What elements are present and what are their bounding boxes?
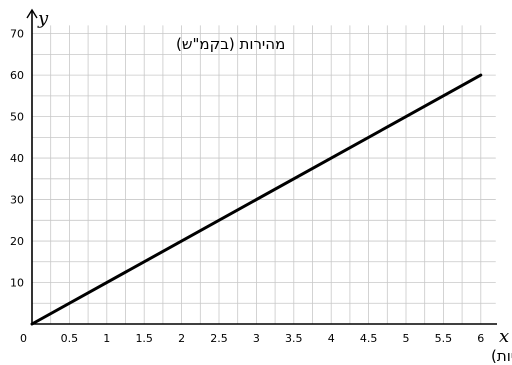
- x-tick-label: 0.5: [61, 332, 79, 345]
- data-series: [30, 73, 483, 326]
- origin-label: 0: [20, 332, 27, 345]
- y-axis-arrow: [26, 8, 38, 19]
- y-tick-label: 10: [10, 277, 24, 290]
- x-tick-label: 3: [253, 332, 260, 345]
- grid-lines: [32, 25, 496, 324]
- y-tick-label: 60: [10, 69, 24, 82]
- y-tick-label: 50: [10, 111, 24, 124]
- x-tick-label: 6: [477, 332, 484, 345]
- x-axis-label: זמן (בשניות): [491, 347, 512, 365]
- x-tick-label: 5.5: [435, 332, 453, 345]
- y-tick-label: 20: [10, 235, 24, 248]
- x-tick-label: 3.5: [285, 332, 303, 345]
- series-line: [30, 73, 483, 326]
- x-tick-label: 2: [178, 332, 185, 345]
- x-tick-label: 4.5: [360, 332, 378, 345]
- x-axis-letter: x: [499, 326, 509, 347]
- y-axis-letter: y: [37, 8, 49, 29]
- x-tick-label: 5: [403, 332, 410, 345]
- y-tick-label: 30: [10, 194, 24, 207]
- x-tick-label: 2.5: [210, 332, 228, 345]
- y-axis-label: מהירות (בקמ"ש): [176, 35, 285, 53]
- x-tick-labels: 0.5 1 1.5 2 2.5 3 3.5 4 4.5 5 5.5 6: [61, 332, 485, 345]
- y-tick-label: 70: [10, 28, 24, 41]
- y-tick-labels: 10 20 30 40 50 60 70: [10, 28, 24, 290]
- y-tick-label: 40: [10, 152, 24, 165]
- x-tick-label: 4: [328, 332, 335, 345]
- x-tick-label: 1.5: [135, 332, 153, 345]
- axes: [26, 8, 497, 325]
- x-tick-label: 1: [103, 332, 110, 345]
